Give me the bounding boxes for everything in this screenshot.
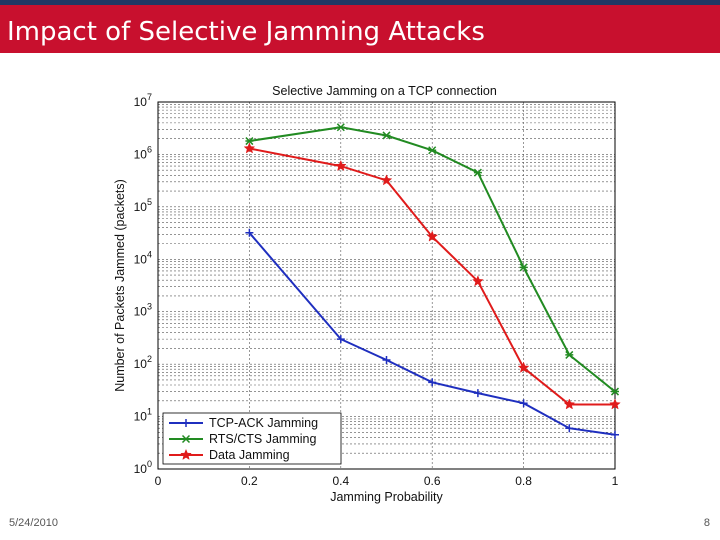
y-tick-label: 103 <box>134 302 152 319</box>
x-axis-label: Jamming Probability <box>330 490 443 504</box>
chart-title: Selective Jamming on a TCP connection <box>272 84 497 98</box>
data-point-rts-cts-jamming <box>336 123 345 132</box>
y-tick-label: 100 <box>134 459 152 476</box>
x-tick-label: 0.4 <box>332 474 349 488</box>
y-axis-label: Number of Packets Jammed (packets) <box>113 179 127 392</box>
data-point-data-jamming <box>334 159 347 172</box>
legend-marker <box>181 434 191 444</box>
data-point-tcp-ack-jamming <box>245 228 254 237</box>
data-point-tcp-ack-jamming <box>565 424 574 433</box>
series-line-tcp-ack-jamming <box>248 232 616 436</box>
legend-label: TCP-ACK Jamming <box>209 416 318 430</box>
y-tick-label: 101 <box>134 407 152 424</box>
data-point-data-jamming <box>243 142 256 154</box>
legend-marker <box>182 419 190 427</box>
x-tick-label: 0.8 <box>515 474 532 488</box>
plot-area <box>158 102 615 469</box>
data-point-tcp-ack-jamming <box>382 355 391 364</box>
data-point-rts-cts-jamming <box>473 168 482 177</box>
plot-border <box>157 101 616 470</box>
data-point-data-jamming <box>380 174 393 186</box>
y-tick-label: 107 <box>134 92 152 109</box>
data-point-data-jamming <box>472 275 484 287</box>
data-point-tcp-ack-jamming <box>473 389 482 398</box>
data-point-data-jamming <box>563 398 576 410</box>
x-tick-label: 1 <box>612 474 619 488</box>
line-chart: 0 0.2 0.4 0.6 0.8 1 100 101 102 103 104 105 106 107 Se… <box>113 84 621 504</box>
data-point-rts-cts-jamming <box>519 263 528 272</box>
data-point-data-jamming <box>609 398 621 410</box>
data-point-tcp-ack-jamming <box>428 378 437 387</box>
page-number: 8 <box>703 517 710 529</box>
title-bar: Impact of Selective Jamming Attacks <box>0 5 720 53</box>
data-point-tcp-ack-jamming <box>611 430 619 439</box>
series-line-rts-cts-jamming <box>249 126 616 393</box>
data-point-rts-cts-jamming <box>382 131 391 140</box>
data-point-rts-cts-jamming <box>245 137 254 146</box>
y-tick-label: 106 <box>134 144 152 161</box>
data-point-data-jamming <box>517 361 530 373</box>
x-tick-label: 0.6 <box>424 474 441 488</box>
legend-label: RTS/CTS Jamming <box>209 432 316 446</box>
data-point-rts-cts-jamming <box>428 146 437 155</box>
legend-marker <box>180 448 192 460</box>
x-tick-label: 0 <box>155 474 162 488</box>
data-point-tcp-ack-jamming <box>336 335 345 344</box>
legend-label: Data Jamming <box>209 448 290 462</box>
slide-title: Impact of Selective Jamming Attacks <box>7 17 485 47</box>
data-point-rts-cts-jamming <box>610 387 620 396</box>
series-line-data-jamming <box>249 147 615 406</box>
data-point-tcp-ack-jamming <box>519 399 528 408</box>
data-point-rts-cts-jamming <box>565 350 574 359</box>
y-tick-label: 104 <box>134 249 152 266</box>
top-accent-line <box>0 0 720 5</box>
x-tick-label: 0.2 <box>241 474 258 488</box>
y-tick-label: 102 <box>134 354 152 371</box>
footer-date: 5/24/2010 <box>9 517 58 529</box>
data-point-data-jamming <box>426 230 439 242</box>
y-tick-label: 105 <box>134 197 152 214</box>
